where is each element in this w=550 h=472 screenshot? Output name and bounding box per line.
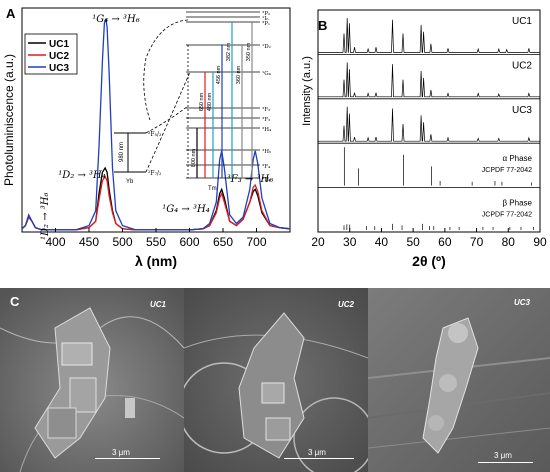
scale-text-uc1: 3 μm	[112, 448, 130, 457]
panel-b-letter: B	[318, 18, 328, 33]
x-tick-label: 550	[146, 235, 166, 249]
legend-label-uc2: UC2	[49, 51, 69, 62]
reference-card-label: JCPDF 77-2042	[482, 167, 532, 174]
tm-level-label: ³F₄	[262, 163, 271, 170]
x-tick-label: 500	[112, 235, 132, 249]
pump-label: 980 nm	[119, 142, 125, 162]
scale-bar-uc2	[284, 458, 354, 459]
reference-phase-label: β Phase	[502, 199, 532, 208]
emission-wavelength-label: 382 nm	[226, 42, 232, 61]
scale-bar-uc1	[95, 458, 160, 459]
sem-texture-uc3	[368, 288, 550, 472]
energy-transfer-curve	[145, 71, 191, 173]
tm-label: Tm	[208, 186, 217, 192]
panel-a-letter: A	[6, 6, 16, 21]
xrd-pattern-uc2	[318, 62, 540, 98]
tm-level-label: ³F₂	[262, 106, 270, 113]
legend-label-uc3: UC3	[49, 63, 69, 74]
x-tick-label: 700	[246, 235, 266, 249]
sem-label-uc2: UC2	[337, 300, 354, 309]
x-axis-label: λ (nm)	[135, 253, 177, 269]
x-tick-label: 650	[213, 235, 233, 249]
sem-texture-uc2	[184, 288, 368, 472]
tm-level-label: ³F₃	[262, 116, 270, 123]
emission-wavelength-label: 650 nm	[199, 92, 205, 111]
emission-wavelength-label: 360 nm	[236, 65, 242, 84]
x-tick-label: 40	[375, 235, 389, 249]
transition-annotation: ³F₃ → ³H₆	[227, 174, 273, 185]
transition-annotation: ¹D₂ → ³H₆	[40, 192, 51, 240]
emission-wavelength-label: 350 nm	[246, 42, 252, 61]
pl-spectrum-chart: 400 450 500 550 600 650 700 λ (nm) Photoluminisc…	[2, 7, 291, 269]
tm-level-label: ¹I₆	[262, 15, 269, 22]
energy-transfer-curve	[145, 105, 189, 134]
reference-card-label: JCPDF 77-2042	[482, 212, 532, 219]
x-tick-label: 50	[406, 235, 420, 249]
emission-wavelength-label: 456 nm	[216, 65, 222, 84]
tm-level-label: ³H₅	[262, 148, 271, 155]
legend-box	[24, 33, 78, 75]
x-tick-label: 30	[343, 235, 357, 249]
scale-text-uc3: 3 μm	[494, 451, 512, 460]
x-tick-label: 90	[533, 235, 547, 249]
yb-level-label: ²F₇/₂	[148, 170, 162, 177]
pattern-label-uc3: UC3	[512, 105, 532, 116]
sem-label-uc1: UC1	[149, 300, 166, 309]
x-tick-label: 80	[502, 235, 516, 249]
reference-phase-label: α Phase	[502, 154, 532, 163]
x-tick-label: 60	[438, 235, 452, 249]
legend-label-uc1: UC1	[49, 39, 69, 50]
x-tick-label: 400	[45, 235, 65, 249]
transition-annotation: ¹G₄ → ³H₆	[92, 14, 139, 25]
scale-text-uc2: 3 μm	[308, 448, 326, 457]
yb-level-label: ²F₅/₂	[148, 131, 162, 138]
sem-image-uc3: UC3 3 μm	[368, 288, 550, 472]
x-tick-label: 600	[179, 235, 199, 249]
pattern-label-uc1: UC1	[512, 16, 532, 27]
tm-level-label: ³P₂	[262, 10, 270, 17]
x-axis-label: 2θ (º)	[412, 253, 446, 269]
x-tick-label: 450	[79, 235, 99, 249]
x-tick-label: 20	[311, 235, 325, 249]
xrd-pattern-uc3	[318, 106, 540, 142]
x-tick-label: 70	[470, 235, 484, 249]
scale-bar-uc3	[478, 462, 533, 463]
emission-wavelength-label: 800 nm	[191, 148, 197, 167]
xrd-pattern-chart: UC1 UC2 UC3 α Phase JCPDF 77-2042 β Phase JCPD…	[301, 9, 547, 269]
sem-label-uc3: UC3	[513, 298, 530, 307]
xrd-pattern-uc1	[318, 17, 540, 53]
tm-level-label: ¹G₄	[262, 70, 272, 77]
y-axis-label: Photoluminiscence (a.u.)	[2, 54, 16, 186]
energy-transfer-curve	[143, 19, 189, 121]
transition-annotation: ¹D₂ → ³H₄	[58, 170, 106, 181]
y-axis-label: Intensity (a.u.)	[301, 56, 313, 126]
sem-image-uc2: UC2 3 μm	[184, 288, 368, 472]
tm-level-label: ³H₄	[262, 126, 272, 133]
sem-image-uc1: UC1 3 μm	[0, 288, 184, 472]
tm-level-label: ³H₆	[262, 176, 272, 183]
panel-c-letter: C	[10, 294, 20, 309]
emission-wavelength-label: 480 nm	[207, 92, 213, 111]
transition-annotation: ¹G₄ → ³H₄	[162, 204, 209, 215]
sem-texture-uc1	[0, 288, 184, 472]
tm-level-label: ³P₁	[262, 20, 270, 27]
yb-label: Yb	[126, 179, 134, 185]
tm-level-label: ¹D₂	[262, 43, 271, 50]
plot-frame-b	[317, 9, 541, 233]
pattern-label-uc2: UC2	[512, 60, 532, 71]
